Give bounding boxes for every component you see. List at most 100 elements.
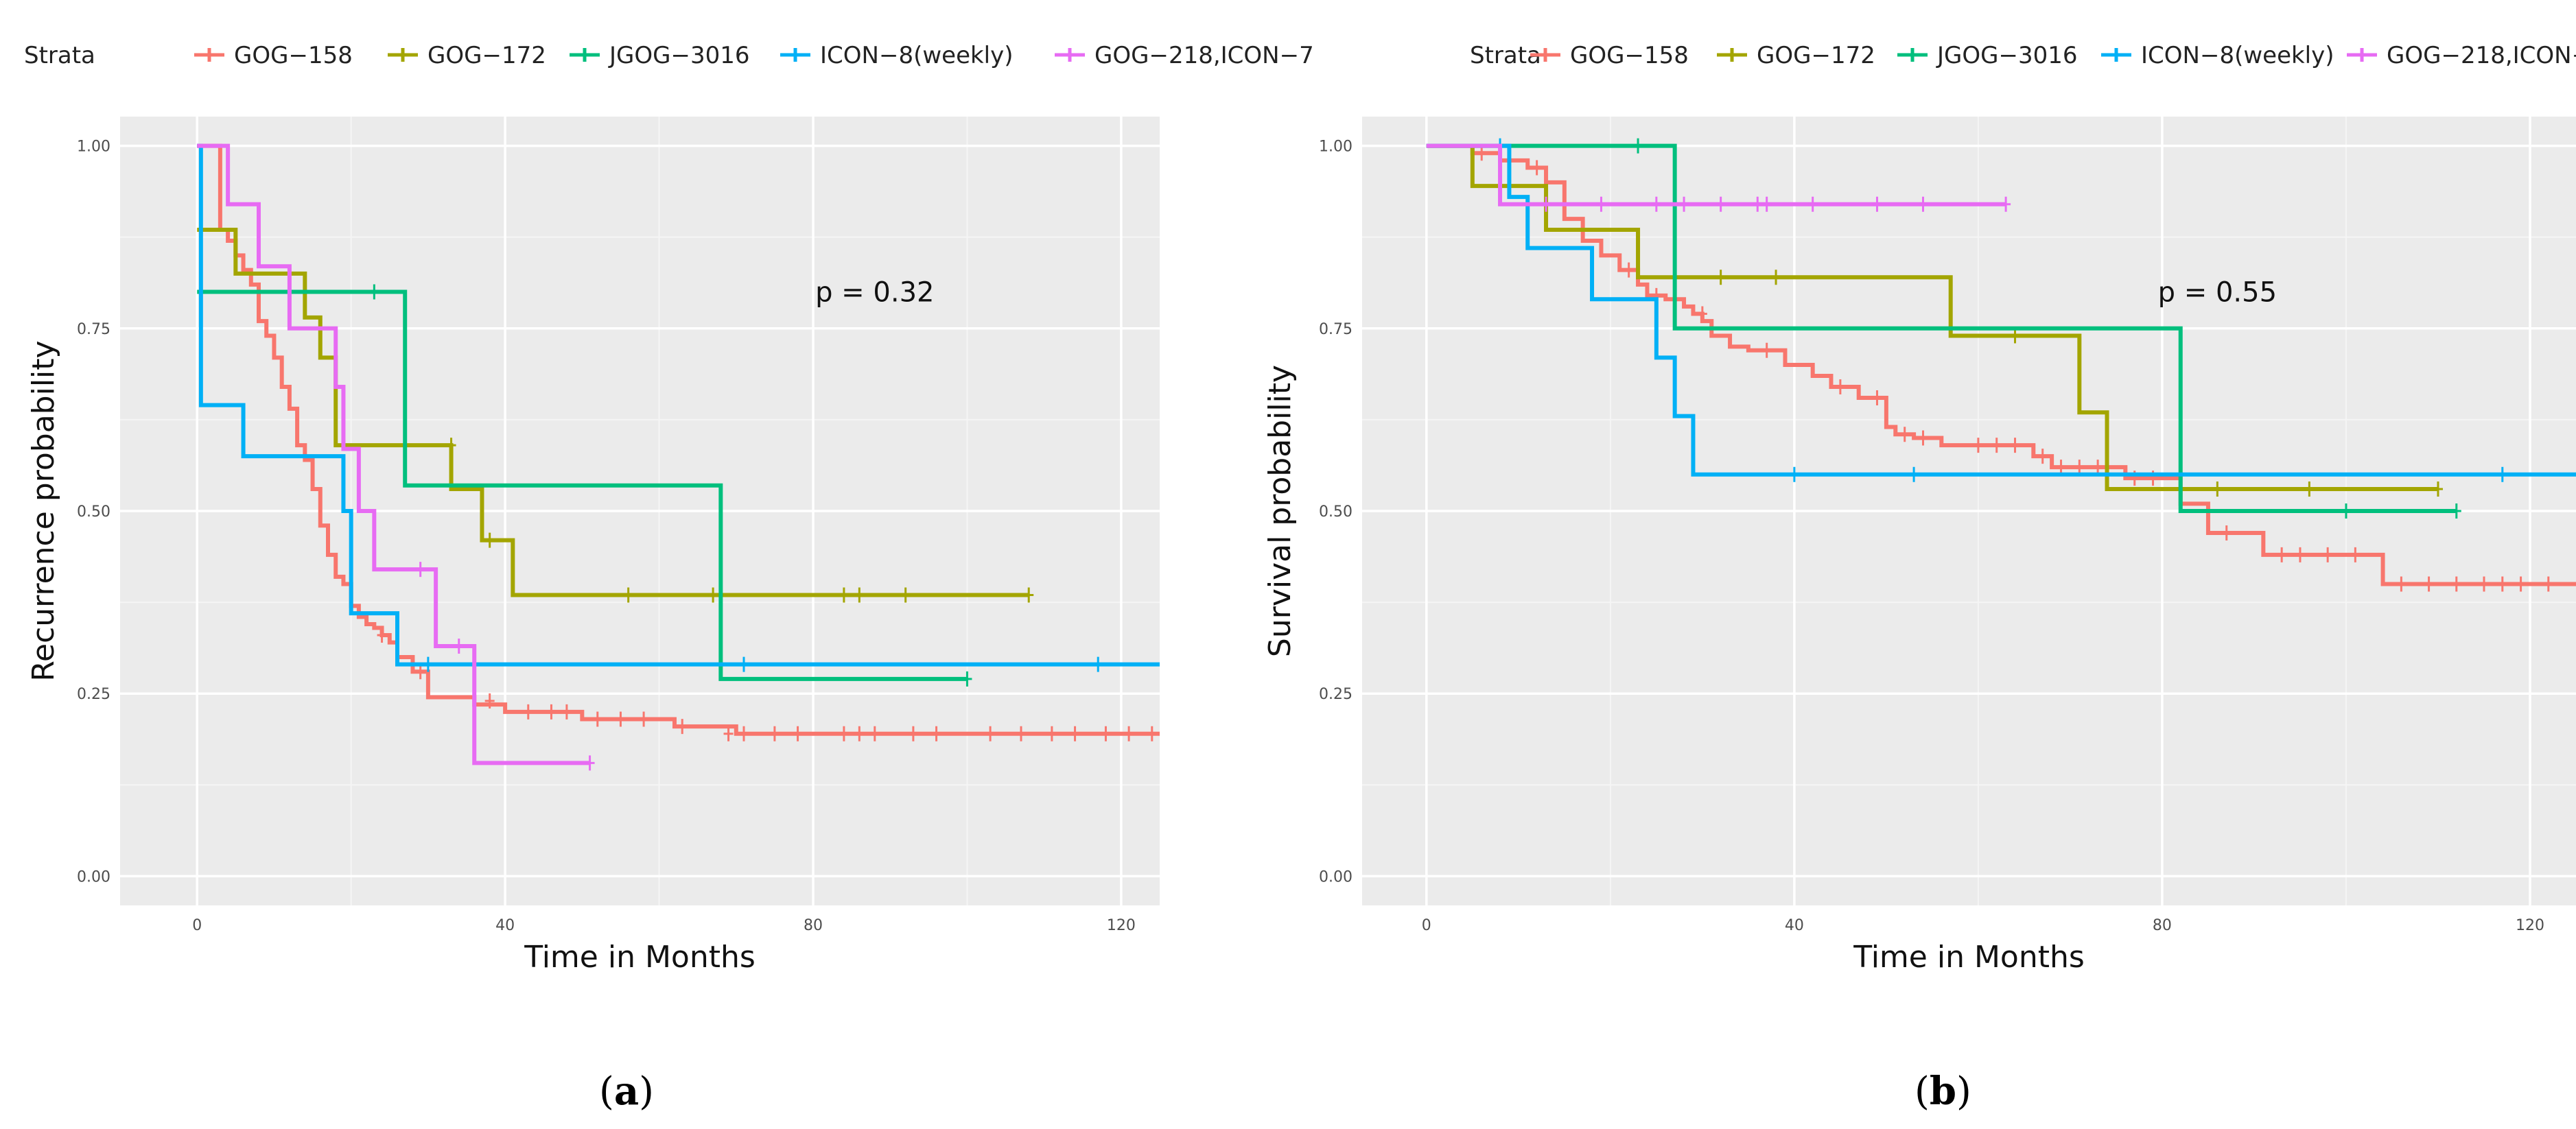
legend-entry: JGOG−3016 <box>1897 42 2078 69</box>
censor-mark <box>1973 438 1983 453</box>
censor-mark <box>484 532 495 548</box>
censor-mark <box>585 755 595 771</box>
censor-mark <box>415 664 425 680</box>
censor-mark <box>985 726 996 741</box>
legend-label: GOG−172 <box>428 42 546 69</box>
series-3 <box>197 284 972 687</box>
x-axis-title: Time in Months <box>524 940 756 975</box>
y-axis-title: Recurrence probability <box>26 340 61 681</box>
series-5 <box>1426 143 2011 212</box>
y-tick-label: 0.25 <box>1319 686 1353 703</box>
censor-mark <box>2221 525 2232 540</box>
censor-mark <box>2516 576 2526 592</box>
censor-mark <box>2424 576 2434 592</box>
censor-mark <box>2396 576 2407 592</box>
y-tick-labels: 0.00 0.25 0.50 0.75 1.00 <box>1319 139 1353 886</box>
legend-key <box>2101 48 2131 62</box>
caption-letter: b <box>1930 1069 1956 1114</box>
censor-mark <box>1789 466 1799 482</box>
legend-entry: GOG−172 <box>1717 42 1875 69</box>
x-tick-labels: 0 40 80 120 <box>1422 917 2544 934</box>
censor-mark <box>869 726 880 741</box>
legend-label: GOG−172 <box>1757 42 1875 69</box>
censor-mark <box>1761 196 1772 212</box>
y-tick-labels: 0.00 0.25 0.50 0.75 1.00 <box>77 139 110 886</box>
gridlines <box>1362 117 2576 905</box>
censor-mark <box>2304 482 2315 497</box>
legend-entry: GOG−172 <box>388 42 546 69</box>
legend-entry: ICON−8(weekly) <box>2101 42 2334 69</box>
censor-mark <box>561 704 572 720</box>
censor-mark <box>1753 196 1763 212</box>
series-1 <box>1426 143 2576 592</box>
censor-mark <box>1633 138 1643 154</box>
x-tick-label: 80 <box>2153 917 2172 934</box>
censor-mark <box>1679 196 1689 212</box>
censor-mark <box>708 587 718 603</box>
legend-label: JGOG−3016 <box>1936 42 2078 69</box>
legend-key <box>780 48 810 62</box>
censor-mark <box>1807 196 1818 212</box>
censor-mark <box>639 711 649 727</box>
censor-mark <box>1697 306 1707 322</box>
censor-mark <box>1541 196 1552 212</box>
censor-mark <box>769 726 780 741</box>
legend-key <box>1055 48 1085 62</box>
panel-caption: (b) <box>1915 1069 1971 1114</box>
censor-mark <box>616 711 626 727</box>
censor-mark <box>1651 196 1661 212</box>
censor-mark <box>1716 270 1726 285</box>
y-tick-label: 0.00 <box>77 868 110 886</box>
y-axis-title: Survival probability <box>1263 365 1298 657</box>
legend-key <box>1897 48 1928 62</box>
censor-mark <box>2451 576 2461 592</box>
censor-mark <box>1024 587 1034 603</box>
censor-mark <box>739 726 749 741</box>
censor-mark <box>1101 726 1111 741</box>
censor-mark <box>908 726 918 741</box>
censor-mark <box>931 726 941 741</box>
y-tick-label: 0.25 <box>77 686 110 703</box>
legend-title: Strata <box>1470 42 1541 69</box>
censor-mark <box>1716 196 1726 212</box>
series-5 <box>197 143 595 771</box>
censor-mark <box>2037 449 2048 464</box>
censor-mark <box>1991 438 2002 453</box>
censor-mark <box>854 587 865 603</box>
series-lines <box>1426 138 2576 592</box>
series-3 <box>1426 138 2461 519</box>
p-value-annotation: p = 0.55 <box>2158 277 2277 309</box>
censor-mark <box>1147 726 1157 741</box>
censor-mark <box>1872 390 1882 405</box>
legend-entry: GOG−158 <box>194 42 353 69</box>
censor-mark <box>1899 427 1910 442</box>
x-tick-label: 40 <box>1785 917 1804 934</box>
series-1 <box>197 143 1160 741</box>
x-tick-label: 120 <box>1107 917 1136 934</box>
legend-label: GOG−158 <box>234 42 353 69</box>
legend-entry: GOG−218,ICON−7 <box>1055 42 1314 69</box>
x-axis-title: Time in Months <box>1853 940 2085 975</box>
gridlines <box>120 117 1160 905</box>
censor-mark <box>369 284 379 300</box>
censor-mark <box>2497 576 2507 592</box>
series-2 <box>1426 143 2443 497</box>
censor-mark <box>523 704 533 720</box>
censor-mark <box>1596 196 1606 212</box>
censor-mark <box>2010 438 2020 453</box>
km-step-line <box>197 143 590 765</box>
censor-mark <box>2074 460 2085 475</box>
y-tick-label: 0.50 <box>1319 503 1353 521</box>
censor-mark <box>423 656 433 672</box>
y-tick-label: 0.00 <box>1319 868 1353 886</box>
panel-b: Strata GOG−158 GOG−172 JGOG−3016 ICON−8(wee… <box>1263 42 2576 1114</box>
legend-label: ICON−8(weekly) <box>2141 42 2334 69</box>
x-tick-labels: 0 40 80 120 <box>192 917 1136 934</box>
censor-mark <box>623 587 633 603</box>
censor-mark <box>2277 547 2287 562</box>
censor-mark <box>2350 547 2361 562</box>
x-tick-label: 0 <box>1422 917 1431 934</box>
series-lines <box>197 143 1160 771</box>
censor-mark <box>2323 547 2333 562</box>
